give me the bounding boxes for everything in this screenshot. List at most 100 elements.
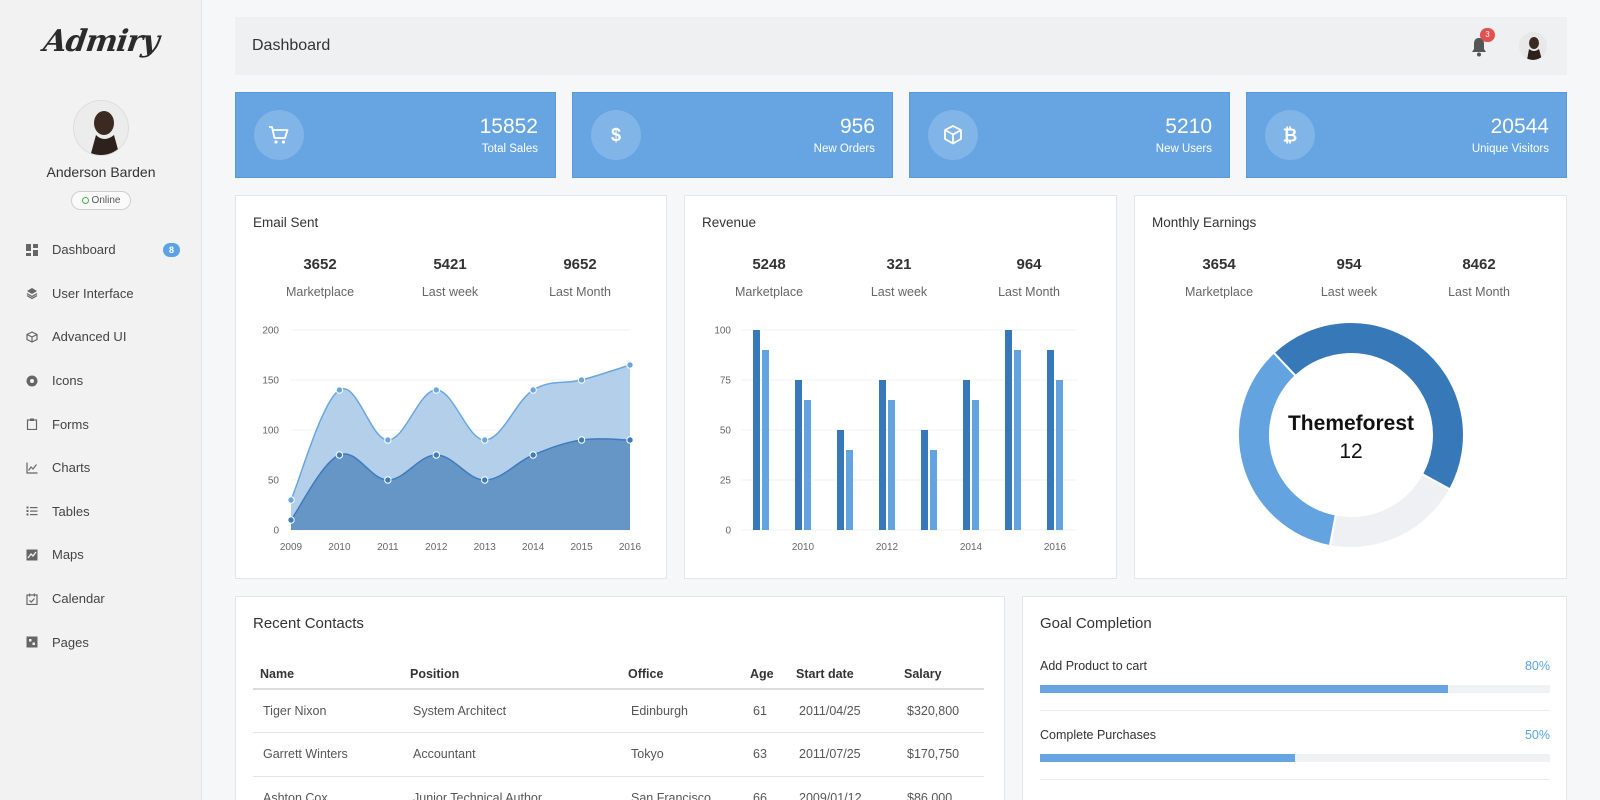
sidebar-item-forms[interactable]: Forms [0,402,202,446]
data-point [335,451,344,459]
cell-salary: $320,800 [897,689,984,733]
x-tick-label: 2014 [522,542,545,553]
stat-card-new-orders: $ 956 New Orders [572,92,893,178]
kpi-marketplace: 5248 Marketplace [704,256,834,299]
bar [879,380,886,530]
kpi-value: 5421 [433,256,467,273]
bar [804,400,811,530]
data-point [335,386,344,394]
column-header[interactable]: Office [621,659,743,690]
area-series-1 [291,438,630,530]
x-tick-label: 2011 [377,542,399,553]
sidebar-item-user-interface[interactable]: User Interface [0,272,202,316]
recent-contacts-panel: Recent Contacts Name Position Office Age… [235,596,1005,800]
svg-text:₿: ₿ [1283,126,1298,147]
goal-percent: 80% [1524,659,1550,673]
user-avatar[interactable] [1519,32,1547,60]
data-point [481,436,489,444]
kpi-value: 9652 [563,256,597,273]
bar [837,430,844,530]
sidebar-item-icons[interactable]: Icons [0,359,202,403]
column-header[interactable]: Age [743,659,789,690]
table-row[interactable]: Tiger Nixon System Architect Edinburgh 6… [253,689,984,733]
x-tick-label: 2010 [328,542,351,553]
sidebar-item-label: Charts [52,460,91,476]
panel-title: Goal Completion [1040,615,1152,632]
x-tick-label: 2015 [570,542,593,553]
column-header[interactable]: Start date [789,659,897,690]
email-area-chart: 0 50 100 150 200 2009 2010 2011 2012 2013 2014 2015… [262,326,641,554]
sidebar-item-label: Advanced UI [52,329,127,345]
bar [846,450,853,530]
y-tick-label: 0 [273,526,279,537]
kpi-last-month: 964 Last Month [964,256,1094,299]
cell-office: Edinburgh [621,689,743,733]
sidebar-item-maps[interactable]: Maps [0,533,202,577]
revenue-panel: Revenue 5248 Marketplace 321 Last week 964… [684,195,1117,579]
progress-fill [1040,685,1448,693]
top-header: Dashboard 3 [235,17,1567,75]
stat-card-total-sales: 15852 Total Sales [235,92,556,178]
revenue-bar-chart: 0 25 50 75 100 2010 2012 2014 2016 [714,326,1077,553]
y-tick-label: 100 [714,326,731,337]
kpi-last-month: 8462 Last Month [1414,256,1544,299]
y-tick-label: 50 [268,476,280,487]
data-point [384,436,392,444]
sidebar: Admiry Anderson Barden Online Dashboard … [0,0,202,800]
bar [753,330,760,530]
cell-name: Tiger Nixon [253,689,403,733]
progress-track [1040,754,1550,762]
column-header[interactable]: Name [253,659,403,690]
goal-label: Add Product to cart [1040,659,1148,673]
brand-logo[interactable]: Admiry [41,24,161,59]
bell-icon[interactable] [1471,37,1487,57]
sidebar-item-tables[interactable]: Tables [0,490,202,534]
goal-label: Complete Purchases [1040,728,1157,742]
table-row[interactable]: Ashton Cox Junior Technical Author San F… [253,776,984,800]
contacts-table: Name Position Office Age Start date Sala… [253,659,984,800]
data-point [432,451,440,459]
goal-item: Complete Purchases 50% [1040,728,1550,762]
bar [1005,330,1012,530]
sidebar-item-calendar[interactable]: Calendar [0,577,202,621]
notification-badge: 3 [1480,28,1495,42]
donut-slice [1272,321,1465,491]
column-header[interactable]: Salary [897,659,984,690]
x-tick-label: 2013 [474,542,497,553]
column-header[interactable]: Position [403,659,621,690]
map-icon [26,549,38,561]
sidebar-item-label: Pages [52,634,89,650]
y-tick-label: 200 [262,326,279,337]
sidebar-item-advanced-ui[interactable]: Advanced UI [0,315,202,359]
donut-slice [1237,351,1337,548]
cell-office: Tokyo [621,732,743,777]
layers-icon [26,287,38,300]
cell-name: Ashton Cox [253,776,403,800]
profile-name: Anderson Barden [46,164,156,180]
y-tick-label: 50 [720,426,732,437]
cell-age: 66 [743,776,789,800]
bar [1014,350,1021,530]
kpi-value: 321 [886,256,912,273]
donut-slice [1328,472,1452,549]
data-point [529,451,537,459]
kpi-value: 8462 [1462,256,1496,273]
profile-avatar[interactable] [73,100,129,156]
table-row[interactable]: Garrett Winters Accountant Tokyo 63 2011… [253,732,984,777]
data-point [432,386,440,394]
kpi-value: 3652 [303,256,337,273]
kpi-label: Marketplace [1184,285,1254,299]
bar [1047,350,1054,530]
kpi-label: Marketplace [734,285,804,299]
sidebar-item-charts[interactable]: Charts [0,446,202,490]
sidebar-item-pages[interactable]: Pages [0,620,202,664]
sidebar-item-label: Forms [52,416,89,432]
stat-card-new-users: 5210 New Users [909,92,1230,178]
data-point [481,476,489,484]
kpi-label: Last week [870,285,928,299]
goal-completion-panel: Goal Completion Add Product to cart 80% … [1022,596,1567,800]
data-point [577,436,586,444]
stat-value: 20544 [1490,115,1549,138]
line-chart-icon [26,462,38,474]
sidebar-item-dashboard[interactable]: Dashboard 8 [0,228,202,272]
